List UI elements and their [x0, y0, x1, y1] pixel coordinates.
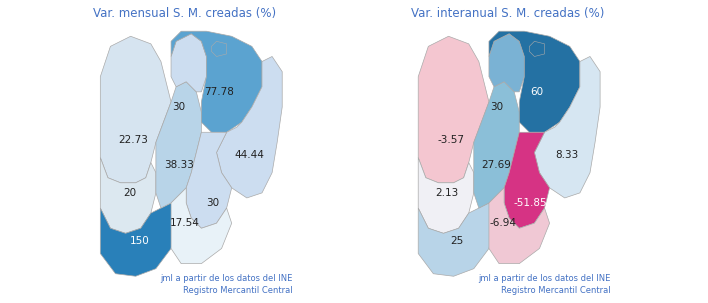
Text: 30: 30: [490, 102, 503, 112]
Text: 60: 60: [530, 87, 544, 97]
Text: 8.33: 8.33: [556, 150, 579, 160]
Polygon shape: [489, 188, 549, 264]
Text: Var. mensual S. M. creadas (%): Var. mensual S. M. creadas (%): [93, 7, 276, 20]
Polygon shape: [171, 188, 232, 264]
Text: jml a partir de los datos del INE
Registro Mercantil Central: jml a partir de los datos del INE Regist…: [160, 274, 292, 295]
Text: 30: 30: [172, 102, 185, 112]
Polygon shape: [474, 82, 519, 208]
Text: 2.13: 2.13: [435, 188, 459, 198]
Polygon shape: [418, 36, 489, 183]
Text: -6.94: -6.94: [489, 218, 516, 228]
Polygon shape: [535, 56, 600, 198]
Polygon shape: [186, 132, 232, 228]
Text: 27.69: 27.69: [481, 160, 511, 170]
Polygon shape: [217, 56, 282, 198]
Text: 30: 30: [206, 198, 219, 208]
Polygon shape: [418, 203, 494, 276]
Text: jml a partir de los datos del INE
Registro Mercantil Central: jml a partir de los datos del INE Regist…: [478, 274, 610, 295]
Text: -51.85: -51.85: [514, 198, 547, 208]
Polygon shape: [171, 31, 262, 132]
Polygon shape: [101, 203, 176, 276]
Polygon shape: [504, 132, 549, 228]
Polygon shape: [101, 36, 171, 183]
Polygon shape: [489, 31, 580, 132]
Polygon shape: [489, 34, 525, 92]
Polygon shape: [101, 158, 156, 233]
Text: 22.73: 22.73: [118, 135, 148, 145]
Text: Var. interanual S. M. creadas (%): Var. interanual S. M. creadas (%): [411, 7, 604, 20]
Polygon shape: [212, 41, 227, 56]
Polygon shape: [156, 82, 201, 208]
Text: 17.54: 17.54: [170, 218, 200, 228]
Text: 20: 20: [122, 188, 136, 198]
Polygon shape: [418, 158, 474, 233]
Text: 25: 25: [451, 236, 464, 246]
Polygon shape: [530, 41, 544, 56]
Text: 44.44: 44.44: [234, 150, 264, 160]
Text: -3.57: -3.57: [438, 135, 464, 145]
Text: 38.33: 38.33: [164, 160, 193, 170]
Text: 150: 150: [130, 236, 149, 246]
Polygon shape: [171, 34, 207, 92]
Text: 77.78: 77.78: [204, 87, 234, 97]
